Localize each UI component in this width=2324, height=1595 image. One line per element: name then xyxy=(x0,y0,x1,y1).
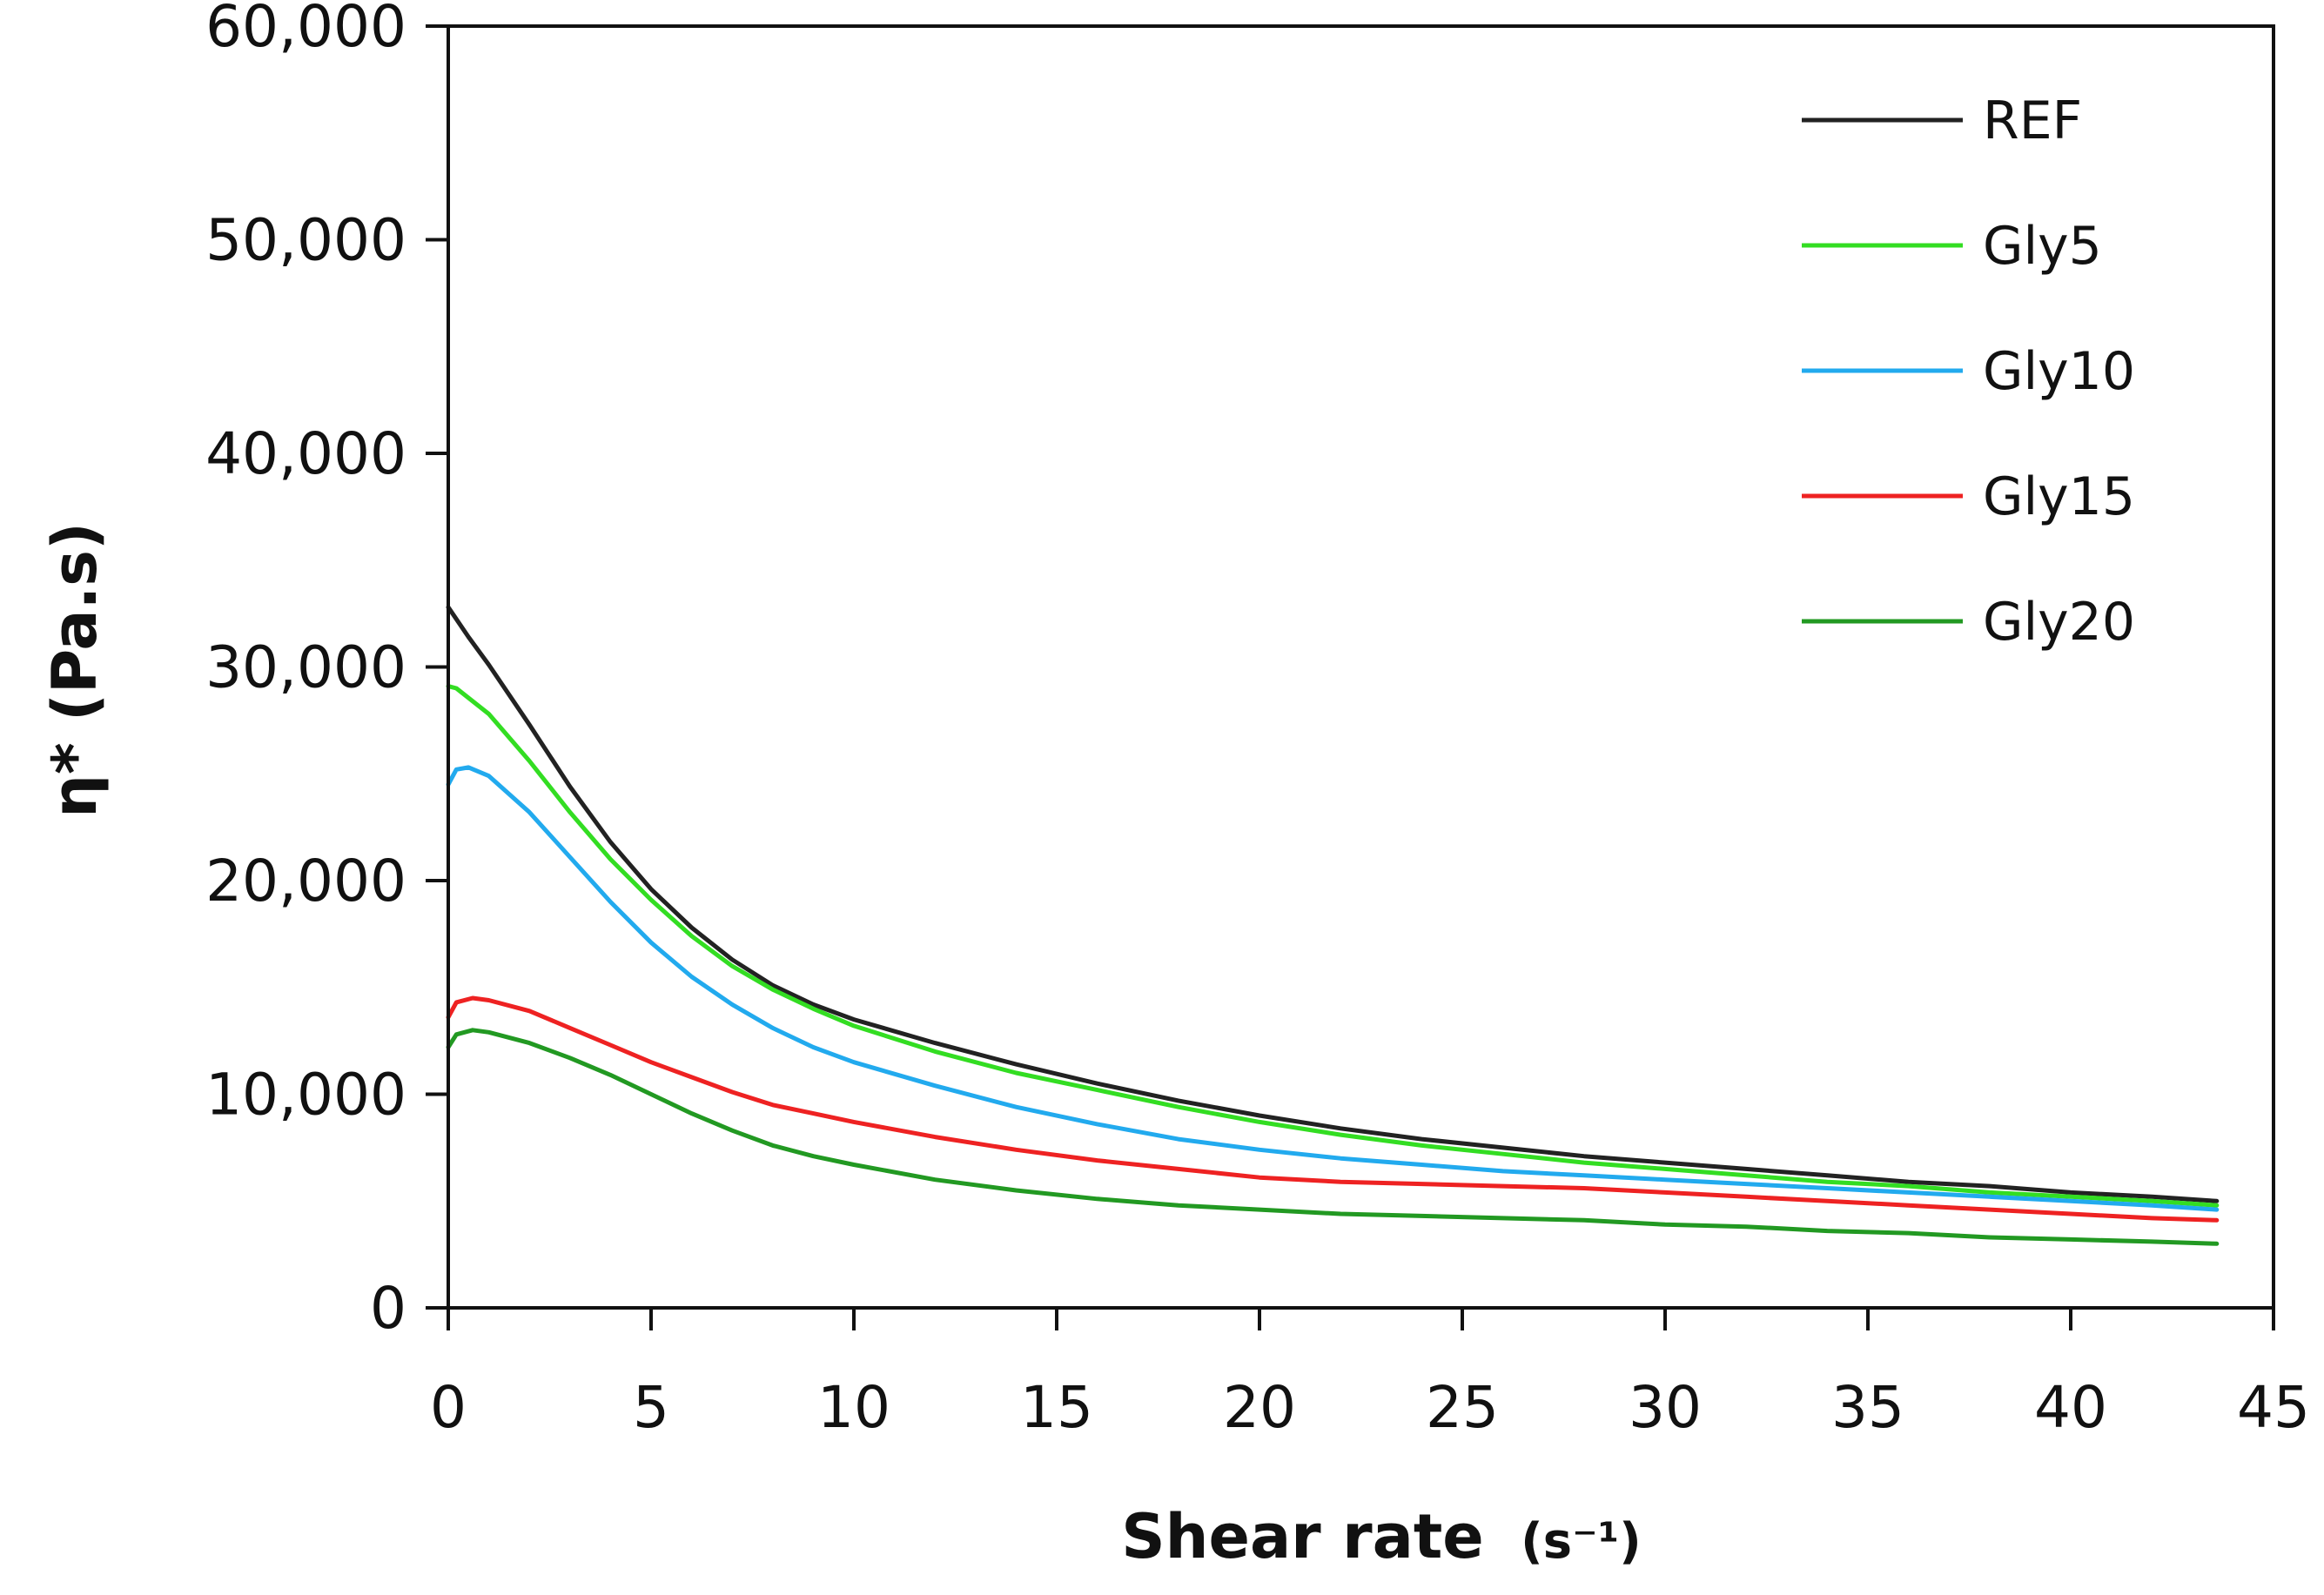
series-line-gly20 xyxy=(446,1028,2220,1246)
x-tick-label: 5 xyxy=(633,1374,669,1441)
x-axis-title-unit: (s⁻¹) xyxy=(1521,1513,1642,1570)
x-axis-ticks: 0 5 10 15 20 25 30 35 40 45 xyxy=(430,1308,2310,1441)
y-axis-ticks: 0 10,000 20,000 30,000 40,000 50,000 60,000 xyxy=(205,0,448,1342)
legend: REF Gly5 Gly10 Gly15 Gly20 xyxy=(1802,90,2135,653)
x-tick-label: 0 xyxy=(430,1374,467,1441)
x-axis-title-main: Shear rate xyxy=(1121,1501,1484,1572)
x-tick-label: 20 xyxy=(1223,1374,1296,1441)
x-tick-label: 25 xyxy=(1426,1374,1499,1441)
x-tick-label: 45 xyxy=(2237,1374,2310,1441)
y-tick-label: 20,000 xyxy=(205,848,406,915)
y-tick-label: 10,000 xyxy=(205,1062,406,1129)
series-line-ref xyxy=(446,605,2220,1203)
y-tick-label: 60,000 xyxy=(205,0,406,60)
y-tick-label: 0 xyxy=(370,1275,406,1342)
legend-label: Gly5 xyxy=(1983,216,2102,277)
y-tick-label: 50,000 xyxy=(205,207,406,274)
x-tick-label: 15 xyxy=(1020,1374,1093,1441)
plot-area-frame xyxy=(447,24,2275,1310)
legend-label: Gly20 xyxy=(1983,592,2135,653)
x-tick-label: 30 xyxy=(1629,1374,1702,1441)
x-tick-label: 35 xyxy=(1831,1374,1904,1441)
x-tick-label: 10 xyxy=(817,1374,890,1441)
x-tick-label: 40 xyxy=(2034,1374,2107,1441)
series-line-gly10 xyxy=(446,765,2220,1212)
y-tick-label: 40,000 xyxy=(205,420,406,487)
x-axis-title: Shear rate (s⁻¹) xyxy=(1121,1501,1642,1572)
y-tick-label: 30,000 xyxy=(205,634,406,701)
legend-label: Gly15 xyxy=(1983,466,2135,527)
series-lines xyxy=(446,605,2220,1246)
series-line-gly15 xyxy=(446,995,2220,1223)
series-line-gly5 xyxy=(446,684,2220,1208)
y-axis-title: η* (Pa.s) xyxy=(39,522,111,818)
legend-label: Gly10 xyxy=(1983,341,2135,402)
legend-label: REF xyxy=(1983,90,2082,151)
